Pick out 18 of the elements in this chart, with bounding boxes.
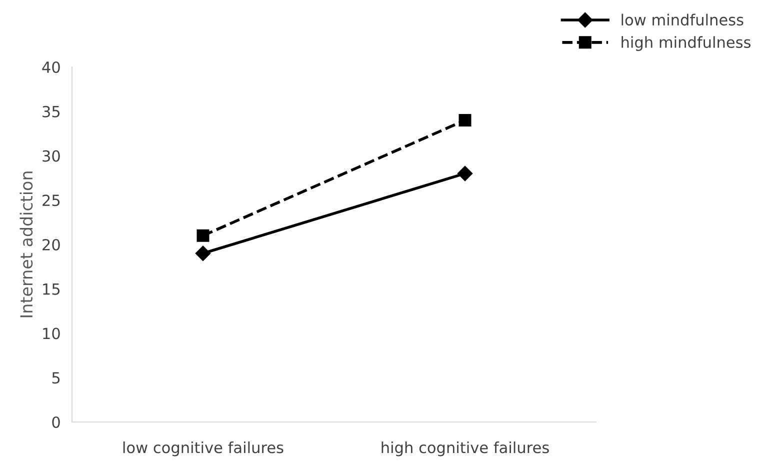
point (195, 246, 211, 261)
x-tick-label: high cognitive failures (382, 441, 549, 456)
y-axis-title: Internet addiction (20, 172, 33, 318)
y-tick-label: 0 (52, 416, 60, 428)
legend-label: low mindfulness (622, 14, 744, 26)
y-tick-label: 10 (43, 328, 60, 340)
point (458, 114, 472, 126)
y-tick-label: 35 (42, 106, 60, 118)
y-tick-label: 20 (42, 238, 60, 251)
y-tick-label: 40 (42, 61, 60, 74)
point (457, 166, 473, 182)
point (196, 229, 210, 242)
legend-label: high mindfulness (622, 36, 751, 51)
y-tick-label: 5 (52, 372, 60, 384)
x-tick-label: low cognitive failures (123, 441, 284, 456)
y-tick-label: 30 (42, 150, 60, 162)
y-tick-label: 15 (43, 284, 60, 295)
y-tick-label: 25 (42, 194, 60, 206)
